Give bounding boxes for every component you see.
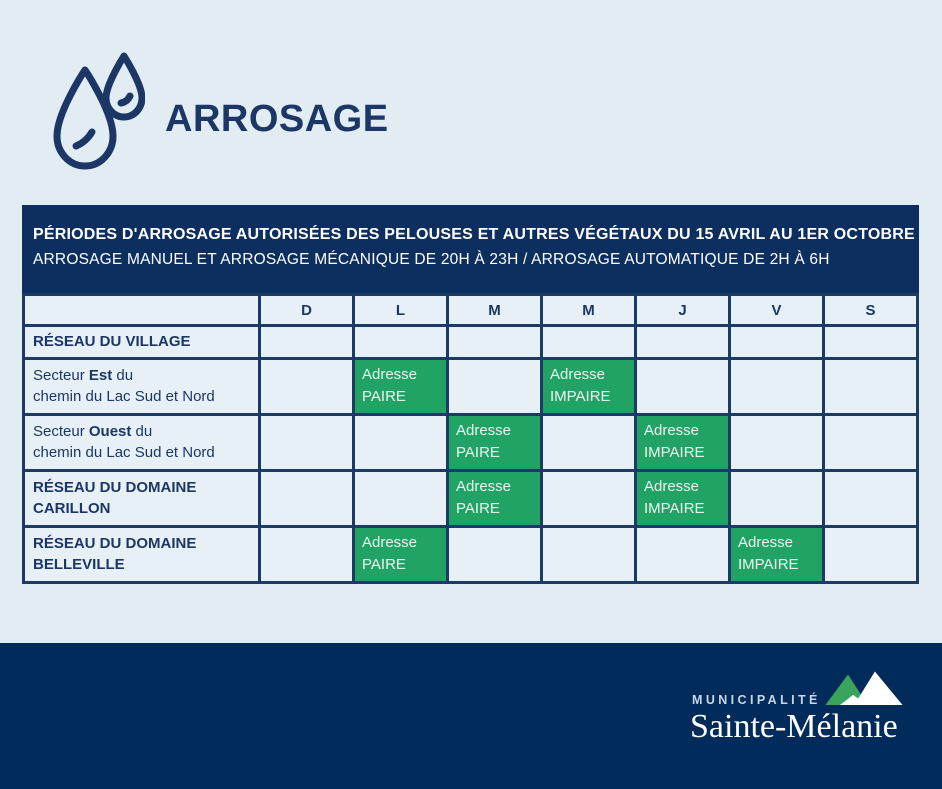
empty-day-cell xyxy=(634,524,731,584)
page-footer: MUNICIPALITÉ Sainte-Mélanie xyxy=(0,643,942,789)
municipality-name: Sainte-Mélanie xyxy=(690,708,898,745)
empty-day-cell xyxy=(258,356,355,416)
page-title: ARROSAGE xyxy=(165,98,389,140)
allowed-address-cell: Adresse PAIRE xyxy=(352,356,449,416)
empty-day-cell xyxy=(258,412,355,472)
row-label-line: BELLEVILLE xyxy=(33,556,125,574)
empty-day-cell xyxy=(822,412,919,472)
page-header: ARROSAGE xyxy=(50,48,389,173)
municipality-label: MUNICIPALITÉ xyxy=(692,693,821,707)
schedule-banner: PÉRIODES D'ARROSAGE AUTORISÉES DES PELOU… xyxy=(22,205,919,293)
row-label-line: RÉSEAU DU DOMAINE xyxy=(33,534,197,552)
row-label: Secteur Est du chemin du Lac Sud et Nord xyxy=(22,356,261,416)
day-header: V xyxy=(728,293,825,327)
empty-day-cell xyxy=(822,468,919,528)
empty-day-cell xyxy=(352,324,449,360)
row-label-line: Secteur Est du xyxy=(33,366,134,384)
corner-cell xyxy=(22,293,261,327)
table-row: Secteur Ouest du chemin du Lac Sud et Nor… xyxy=(22,412,919,472)
banner-subtitle: ARROSAGE MANUEL ET ARROSAGE MÉCANIQUE DE… xyxy=(33,251,830,268)
empty-day-cell xyxy=(540,468,637,528)
empty-day-cell xyxy=(822,524,919,584)
day-header: J xyxy=(634,293,731,327)
empty-day-cell xyxy=(352,412,449,472)
row-label-line: RÉSEAU DU VILLAGE xyxy=(33,333,191,350)
empty-day-cell xyxy=(728,412,825,472)
row-label: RÉSEAU DU DOMAINE BELLEVILLE xyxy=(22,524,261,584)
day-header: L xyxy=(352,293,449,327)
empty-day-cell xyxy=(728,356,825,416)
empty-day-cell xyxy=(822,356,919,416)
empty-day-cell xyxy=(728,324,825,360)
table-row: RÉSEAU DU VILLAGE xyxy=(22,324,919,360)
water-drops-icon xyxy=(53,52,145,170)
empty-day-cell xyxy=(634,356,731,416)
allowed-address-cell: Adresse PAIRE xyxy=(446,468,543,528)
empty-day-cell xyxy=(258,468,355,528)
table-row: RÉSEAU DU DOMAINE CARILLON Adresse PAIRE Ad… xyxy=(22,468,919,528)
empty-day-cell xyxy=(352,468,449,528)
row-label: Secteur Ouest du chemin du Lac Sud et Nor… xyxy=(22,412,261,472)
empty-day-cell xyxy=(634,324,731,360)
empty-day-cell xyxy=(258,524,355,584)
empty-day-cell xyxy=(540,324,637,360)
day-header: S xyxy=(822,293,919,327)
municipality-logo: MUNICIPALITÉ Sainte-Mélanie xyxy=(690,671,906,751)
row-label-line: chemin du Lac Sud et Nord xyxy=(33,388,215,406)
row-label-line: Secteur Ouest du xyxy=(33,422,153,440)
row-label: RÉSEAU DU VILLAGE xyxy=(22,324,261,360)
row-label-line: RÉSEAU DU DOMAINE xyxy=(33,478,197,496)
mountains-icon xyxy=(825,671,903,705)
table-row: Secteur Est du chemin du Lac Sud et Nord A… xyxy=(22,356,919,416)
empty-day-cell xyxy=(728,468,825,528)
empty-day-cell xyxy=(258,324,355,360)
allowed-address-cell: Adresse IMPAIRE xyxy=(634,412,731,472)
empty-day-cell xyxy=(446,524,543,584)
row-label-line: CARILLON xyxy=(33,500,111,518)
empty-day-cell xyxy=(822,324,919,360)
allowed-address-cell: Adresse IMPAIRE xyxy=(728,524,825,584)
watering-schedule: PÉRIODES D'ARROSAGE AUTORISÉES DES PELOU… xyxy=(22,205,919,584)
allowed-address-cell: Adresse PAIRE xyxy=(352,524,449,584)
empty-day-cell xyxy=(540,524,637,584)
empty-day-cell xyxy=(446,324,543,360)
table-row: RÉSEAU DU DOMAINE BELLEVILLE Adresse PAIRE… xyxy=(22,524,919,584)
empty-day-cell xyxy=(446,356,543,416)
allowed-address-cell: Adresse PAIRE xyxy=(446,412,543,472)
banner-title: PÉRIODES D'ARROSAGE AUTORISÉES DES PELOU… xyxy=(33,226,915,243)
allowed-address-cell: Adresse IMPAIRE xyxy=(634,468,731,528)
day-header: D xyxy=(258,293,355,327)
row-label: RÉSEAU DU DOMAINE CARILLON xyxy=(22,468,261,528)
day-header: M xyxy=(446,293,543,327)
allowed-address-cell: Adresse IMPAIRE xyxy=(540,356,637,416)
empty-day-cell xyxy=(540,412,637,472)
day-header: M xyxy=(540,293,637,327)
row-label-line: chemin du Lac Sud et Nord xyxy=(33,444,215,462)
